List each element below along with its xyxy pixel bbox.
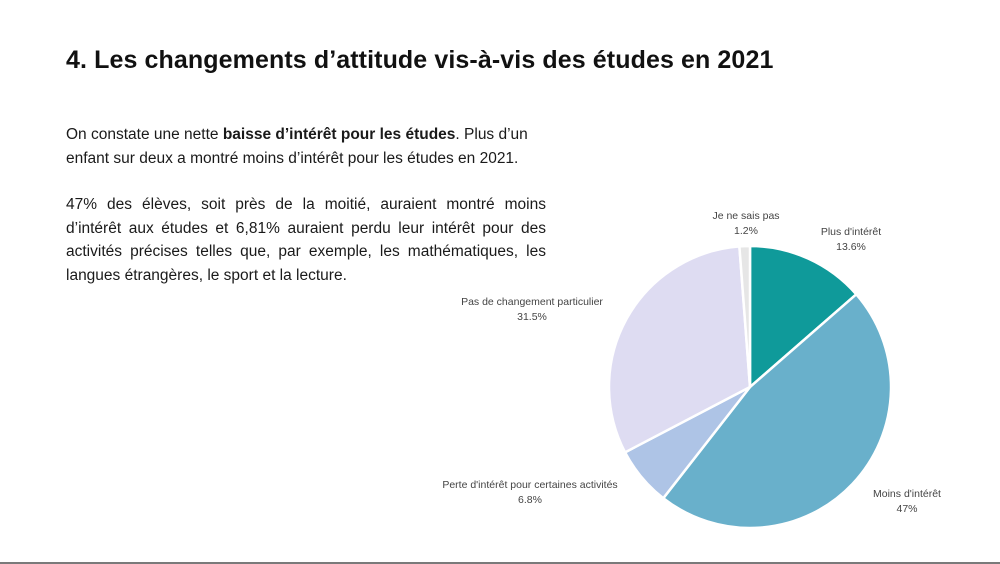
intro-paragraph: On constate une nette baisse d’intérêt p… [66,123,546,170]
pie-slice-ne-sais-pas [738,244,752,389]
slice-value-plus-interet: 13.6% [836,241,866,253]
bottom-divider [0,562,1000,564]
detail-paragraph: 47% des élèves, soit près de la moitié, … [66,196,546,284]
pie-slice-moins-interet [662,293,893,530]
slice-label-ne-sais-pas: Je ne sais pas [712,210,779,222]
slice-label-plus-interet: Plus d'intérêt [821,226,881,238]
slide-title: 4. Les changements d’attitude vis-à-vis … [66,46,774,74]
slice-value-ne-sais-pas: 1.2% [734,225,758,237]
slice-label-perte-interet: Perte d'intérêt pour certaines activités [442,479,617,491]
slice-value-moins-interet: 47% [896,503,917,515]
intro-text-start: On constate une nette [66,126,223,143]
slice-label-pas-de-changement: Pas de changement particulier [461,296,603,308]
intro-text-end: . Plus d’un enfant sur deux a montré moi… [66,126,528,167]
slice-value-perte-interet: 6.8% [518,494,542,506]
pie-slice-plus-interet [748,244,858,389]
pie-slice-pas-de-changement [607,245,752,454]
intro-text-bold: baisse d’intérêt pour les études [222,126,456,143]
slice-label-moins-interet: Moins d'intérêt [873,488,941,500]
body-text: On constate une nette baisse d’intérêt p… [66,123,546,287]
slice-value-pas-de-changement: 31.5% [517,311,547,323]
